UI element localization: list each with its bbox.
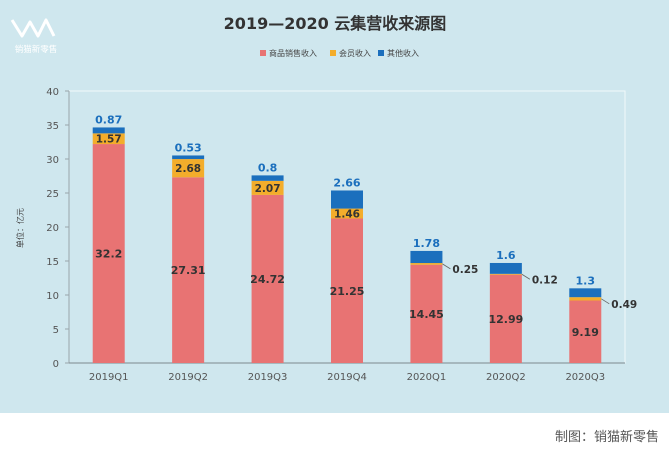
x-tick-label-2020Q3: 2020Q3 [565, 372, 605, 383]
legend-swatch-membership [330, 50, 336, 56]
x-tick-label-2019Q2: 2019Q2 [168, 372, 208, 383]
bar-goods-2019Q1 [92, 144, 125, 363]
bar-other-2020Q1 [410, 250, 443, 264]
x-tick-label-2020Q1: 2020Q1 [407, 372, 447, 383]
y-tick-label: 10 [46, 291, 59, 302]
legend-label-goods: 商品销售收入 [269, 48, 317, 58]
label-membership-2019Q1: 1.57 [96, 134, 122, 146]
bar-goods-2019Q4 [331, 218, 363, 363]
leader-membership-2020Q2 [521, 273, 531, 280]
y-axis-label: 单位：亿元 [15, 208, 25, 248]
bars [92, 127, 602, 363]
bar-goods-2019Q2 [172, 177, 205, 363]
footer-caption: 制图：销猫新零售 [554, 430, 659, 445]
y-tick-label: 30 [46, 155, 59, 166]
y-tick-label: 40 [46, 87, 59, 98]
label-other-2019Q3: 0.8 [258, 161, 278, 174]
chart-title: 2019—2020 云集营收来源图 [224, 14, 447, 33]
bar-membership-2020Q2 [489, 273, 522, 275]
legend-swatch-other [378, 50, 384, 56]
label-membership-2020Q1: 0.25 [452, 264, 478, 276]
logo-text: 销猫新零售 [15, 44, 58, 55]
chart: 2019—2020 云集营收来源图 商品销售收入 会员收入 其他收入 单位：亿元… [15, 14, 637, 383]
label-membership-2019Q2: 2.68 [175, 163, 201, 175]
label-membership-2019Q4: 1.46 [334, 209, 360, 221]
label-goods-2019Q1: 32.2 [95, 248, 122, 261]
y-tick-label: 0 [53, 359, 59, 370]
data-labels: 32.2 1.57 0.87 27.31 2.68 0.53 24.72 2.07 0.8 21.… [95, 113, 637, 338]
label-goods-2019Q2: 27.31 [171, 264, 206, 277]
brand-logo: 销猫新零售 [10, 18, 58, 55]
label-membership-2020Q3: 0.49 [611, 299, 637, 311]
label-other-2019Q2: 0.53 [175, 141, 202, 154]
bar-membership-2019Q2 [172, 159, 205, 178]
x-tick-label-2019Q4: 2019Q4 [327, 372, 367, 383]
y-tick-label: 35 [46, 121, 59, 132]
logo-mark-icon [10, 18, 56, 38]
bar-other-2019Q3 [251, 175, 284, 181]
label-goods-2019Q4: 21.25 [330, 285, 365, 298]
bar-other-2019Q1 [92, 127, 125, 134]
bar-goods-2019Q3 [251, 194, 284, 363]
bar-other-2020Q3 [569, 288, 602, 298]
label-membership-2019Q3: 2.07 [255, 183, 281, 195]
bar-other-2019Q4 [331, 190, 363, 209]
legend-label-membership: 会员收入 [339, 48, 371, 58]
bar-other-2019Q2 [172, 155, 205, 160]
y-tick-label: 25 [46, 189, 59, 200]
legend: 商品销售收入 会员收入 其他收入 [260, 48, 419, 58]
label-goods-2020Q1: 14.45 [409, 308, 444, 321]
y-tick-label: 5 [53, 325, 59, 336]
x-tick-label-2019Q1: 2019Q1 [89, 372, 129, 383]
y-tick-label: 20 [46, 223, 59, 234]
bar-membership-2019Q1 [92, 133, 125, 145]
bar-membership-2020Q3 [569, 297, 602, 301]
label-goods-2020Q3: 9.19 [572, 326, 599, 339]
y-tick-label: 15 [46, 257, 59, 268]
x-tick-label-2019Q3: 2019Q3 [248, 372, 288, 383]
bar-membership-2020Q1 [410, 263, 443, 265]
legend-label-other: 其他收入 [387, 48, 419, 58]
leader-membership-2020Q1 [442, 263, 451, 270]
bar-goods-2020Q2 [489, 274, 522, 363]
label-other-2020Q1: 1.78 [413, 237, 440, 250]
bar-membership-2019Q4 [331, 208, 363, 219]
x-axis-ticks: 2019Q1 2019Q2 2019Q3 2019Q4 2020Q1 2020Q2 2020… [89, 372, 605, 383]
bar-other-2020Q2 [489, 262, 522, 274]
legend-swatch-goods [260, 50, 266, 56]
x-tick-label-2020Q2: 2020Q2 [486, 372, 526, 383]
label-goods-2019Q3: 24.72 [250, 273, 285, 286]
bar-goods-2020Q3 [569, 300, 602, 363]
label-other-2020Q3: 1.3 [576, 274, 596, 287]
label-membership-2020Q2: 0.12 [532, 274, 558, 286]
leader-membership-2020Q3 [601, 298, 610, 305]
bar-membership-2019Q3 [251, 180, 284, 195]
label-other-2019Q4: 2.66 [333, 176, 360, 189]
bar-goods-2020Q1 [410, 264, 443, 363]
y-axis-ticks: 0 5 10 15 20 25 30 35 40 [46, 87, 69, 370]
label-goods-2020Q2: 12.99 [488, 313, 523, 326]
label-other-2020Q2: 1.6 [496, 249, 516, 262]
label-other-2019Q1: 0.87 [95, 113, 122, 126]
